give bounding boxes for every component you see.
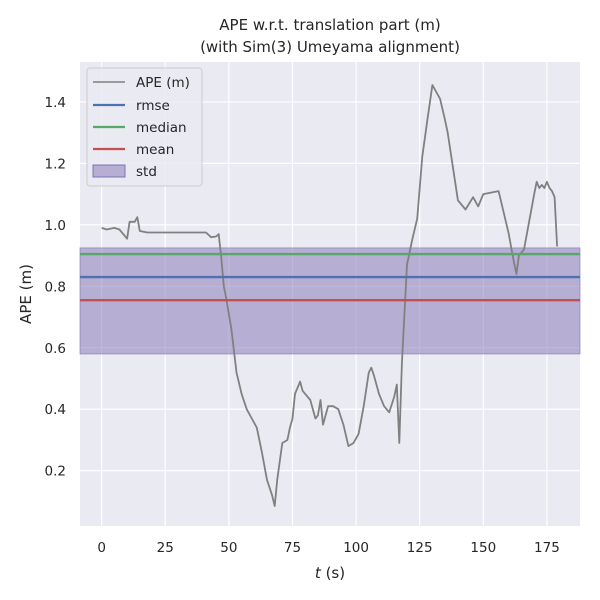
y-tick-label: 1.2 xyxy=(45,156,66,172)
legend-label-mean: mean xyxy=(136,142,174,158)
y-tick-label: 1.4 xyxy=(45,95,66,111)
y-tick-label: 0.8 xyxy=(45,279,66,295)
legend-label-rmse: rmse xyxy=(136,98,170,114)
y-tick-label: 1.0 xyxy=(45,218,66,234)
stat-lines-layer xyxy=(80,252,580,302)
y-tick-label: 0.4 xyxy=(45,402,66,418)
legend-label-median: median xyxy=(136,120,187,136)
legend-frame xyxy=(86,67,203,187)
legend-label-std: std xyxy=(136,164,157,180)
legend-swatch-std xyxy=(92,164,126,178)
x-tick-label: 0 xyxy=(97,540,106,556)
legend: APE (m) rmse median mean std xyxy=(86,67,203,187)
ape-series-line xyxy=(101,84,558,507)
x-tick-label: 150 xyxy=(470,540,496,556)
chart-subtitle: (with Sim(3) Umeyama alignment) xyxy=(200,38,460,56)
legend-label-ape: APE (m) xyxy=(136,75,190,91)
x-tick-label: 100 xyxy=(343,540,369,556)
x-tick-labels: 0 25 50 75 100 125 150 175 xyxy=(97,540,559,556)
y-tick-label: 0.6 xyxy=(45,341,66,357)
x-tick-label: 50 xyxy=(220,540,237,556)
x-tick-label: 125 xyxy=(407,540,433,556)
y-tick-labels: 0.2 0.4 0.6 0.8 1.0 1.2 1.4 xyxy=(45,95,66,480)
y-tick-label: 0.2 xyxy=(45,464,66,480)
x-tick-label: 25 xyxy=(157,540,174,556)
series-layer xyxy=(101,84,558,507)
x-tick-label: 175 xyxy=(534,540,560,556)
y-axis-label: APE (m) xyxy=(17,264,35,324)
x-axis-label: t (s) xyxy=(315,564,345,582)
x-axis-label-variable: t xyxy=(315,564,322,582)
x-axis-label-unit: (s) xyxy=(321,564,345,582)
x-tick-label: 75 xyxy=(284,540,301,556)
chart-title: APE w.r.t. translation part (m) xyxy=(219,16,440,34)
